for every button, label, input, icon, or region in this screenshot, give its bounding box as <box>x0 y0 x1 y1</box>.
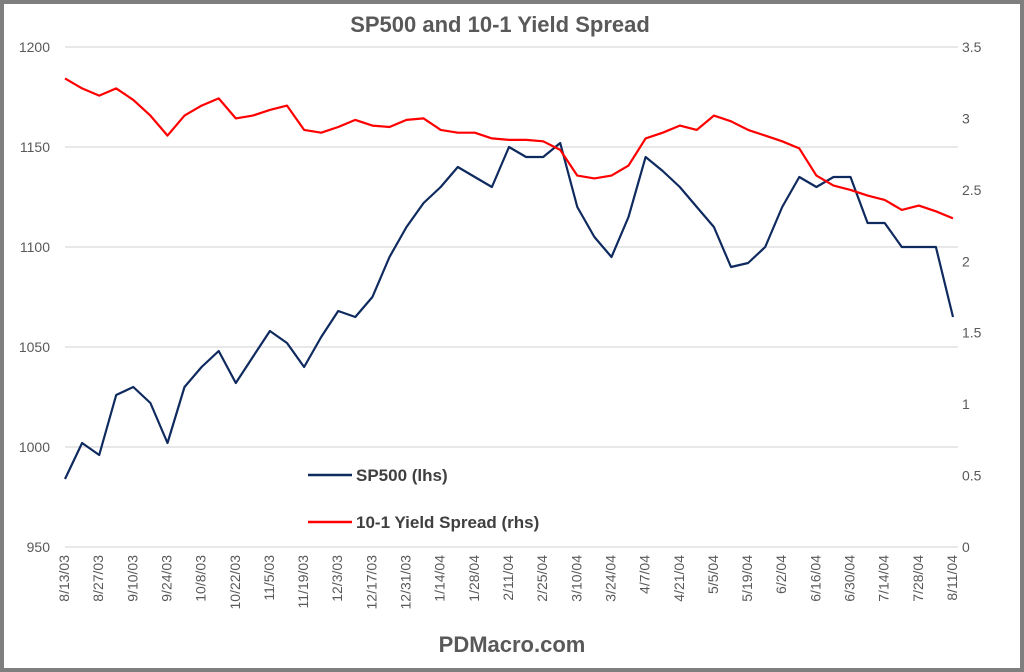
x-tick-label: 3/24/04 <box>602 555 618 602</box>
left-tick-label: 1050 <box>19 339 50 355</box>
right-tick-label: 3.5 <box>962 39 982 55</box>
x-tick-label: 2/11/04 <box>500 555 516 601</box>
chart-title: SP500 and 10-1 Yield Spread <box>350 12 650 37</box>
legend-label-spread: 10-1 Yield Spread (rhs) <box>356 513 539 532</box>
x-tick-label: 4/21/04 <box>671 555 687 602</box>
gridlines <box>65 46 958 548</box>
series-lines <box>64 77 955 480</box>
left-tick-label: 1000 <box>19 439 50 455</box>
right-tick-label: 1.5 <box>962 325 982 341</box>
right-tick-label: 2.5 <box>962 182 982 198</box>
legend-label-sp500: SP500 (lhs) <box>356 466 448 485</box>
right-tick-label: 3 <box>962 110 970 126</box>
sp500-line <box>64 141 955 480</box>
right-tick-label: 0.5 <box>962 468 982 484</box>
left-tick-label: 950 <box>27 539 51 555</box>
x-tick-label: 11/19/03 <box>295 555 311 609</box>
x-tick-label: 11/5/03 <box>261 555 277 601</box>
x-tick-label: 9/24/03 <box>158 555 174 602</box>
legend: SP500 (lhs) 10-1 Yield Spread (rhs) <box>308 466 539 532</box>
x-tick-label: 8/13/03 <box>56 555 72 602</box>
left-tick-label: 1100 <box>20 239 50 255</box>
x-tick-label: 7/14/04 <box>876 555 892 602</box>
x-tick-label: 12/17/03 <box>363 555 379 610</box>
x-tick-label: 6/2/04 <box>773 555 789 594</box>
left-axis-ticks: 950 1000 1050 1100 1150 1200 <box>19 39 50 555</box>
x-tick-label: 10/8/03 <box>193 555 209 602</box>
x-tick-label: 8/27/03 <box>90 555 106 602</box>
x-tick-label: 12/31/03 <box>398 555 414 610</box>
x-tick-label: 3/10/04 <box>568 555 584 602</box>
x-tick-label: 7/28/04 <box>910 555 926 602</box>
left-tick-label: 1200 <box>19 39 50 55</box>
x-tick-label: 6/16/04 <box>807 555 823 602</box>
x-tick-label: 12/3/03 <box>329 555 345 602</box>
x-tick-label: 8/11/04 <box>944 555 960 601</box>
x-tick-label: 6/30/04 <box>842 555 858 602</box>
right-tick-label: 0 <box>962 539 970 555</box>
x-tick-label: 5/5/04 <box>705 555 721 594</box>
x-axis-ticks: 8/13/03 8/27/03 9/10/03 9/24/03 10/8/03 10/22… <box>56 555 960 610</box>
left-tick-label: 1150 <box>20 139 50 155</box>
footer-source: PDMacro.com <box>439 632 586 657</box>
right-tick-label: 2 <box>962 253 970 269</box>
right-axis-ticks: 0 0.5 1 1.5 2 2.5 3 3.5 <box>962 39 982 555</box>
x-tick-label: 9/10/03 <box>124 555 140 602</box>
yield-spread-line <box>64 77 954 220</box>
x-tick-label: 2/25/04 <box>534 555 550 602</box>
x-tick-label: 1/28/04 <box>466 555 482 602</box>
x-tick-label: 10/22/03 <box>227 555 243 610</box>
x-tick-label: 1/14/04 <box>432 555 448 602</box>
right-tick-label: 1 <box>962 396 970 412</box>
x-tick-label: 5/19/04 <box>739 555 755 602</box>
x-tick-label: 4/7/04 <box>637 555 653 594</box>
